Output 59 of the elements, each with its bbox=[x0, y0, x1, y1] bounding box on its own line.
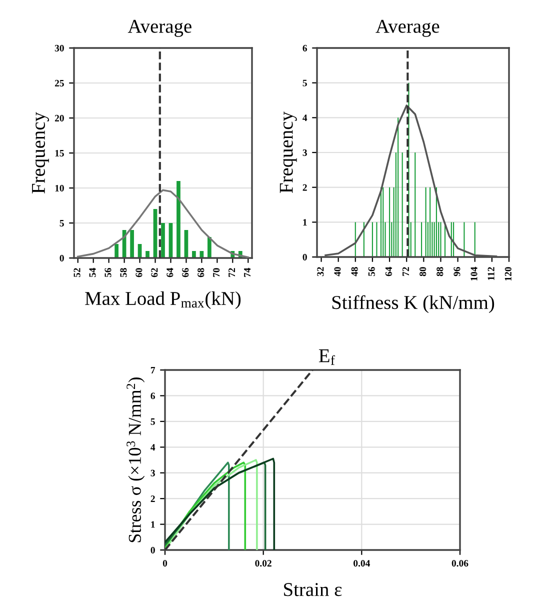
x-axis-title: Max Load P$_{max}$(kN) bbox=[85, 291, 241, 309]
y-tick-label: 3 bbox=[302, 149, 307, 156]
y-axis-title: Stress σ (×10$^{3}$ N/mm$^{2}$) bbox=[126, 378, 145, 542]
y-tick-label: 0 bbox=[60, 254, 64, 262]
y-tick-label: 3 bbox=[150, 470, 155, 476]
y-tick-label: 15 bbox=[55, 150, 64, 156]
y-tick-label: 6 bbox=[302, 44, 307, 52]
y-axis-title: Frequency bbox=[32, 112, 49, 194]
x-tick-label: 64 bbox=[166, 268, 174, 278]
x-tick-label: 64 bbox=[385, 266, 392, 276]
x-tick-label: 62 bbox=[151, 268, 158, 278]
x-tick-label: 54 bbox=[89, 268, 96, 278]
x-tick-label: 60 bbox=[136, 268, 142, 278]
ref-line-label: Average bbox=[128, 20, 192, 37]
y-tick-label: 6 bbox=[150, 392, 155, 400]
x-tick-label: 0 bbox=[162, 560, 168, 567]
y-tick-label: 5 bbox=[302, 80, 307, 86]
x-tick-label: 80 bbox=[420, 267, 426, 276]
x-tick-label: 32 bbox=[317, 267, 324, 276]
y-tick-label: 1 bbox=[303, 219, 307, 226]
y-tick-label: 0 bbox=[302, 254, 307, 260]
x-tick-label: 48 bbox=[351, 267, 358, 276]
x-tick-label: 0.04 bbox=[354, 560, 370, 567]
text: E$_{f}$ bbox=[318, 349, 335, 365]
x-tick-label: 96 bbox=[454, 267, 460, 276]
x-tick-label: 72 bbox=[402, 267, 409, 276]
x-tick-label: 112 bbox=[488, 267, 494, 280]
x-axis-title: Strain ε bbox=[284, 583, 342, 596]
x-tick-label: 70 bbox=[213, 268, 220, 277]
y-tick-label: 4 bbox=[150, 444, 156, 451]
x-tick-label: 0.02 bbox=[255, 560, 272, 567]
x-tick-label: 120 bbox=[504, 267, 512, 281]
y-axis-title: Frequency bbox=[280, 112, 297, 193]
x-tick-label: 52 bbox=[74, 268, 80, 278]
x-tick-label: 40 bbox=[334, 267, 341, 276]
x-tick-label: 0.06 bbox=[452, 560, 468, 567]
y-tick-label: 20 bbox=[54, 114, 64, 122]
x-tick-label: 88 bbox=[436, 267, 444, 276]
x-tick-label: 66 bbox=[182, 268, 189, 278]
y-tick-label: 30 bbox=[54, 44, 64, 52]
x-tick-label: 58 bbox=[120, 268, 127, 278]
x-tick-label: 72 bbox=[228, 268, 235, 277]
y-tick-label: 4 bbox=[302, 114, 308, 122]
y-tick-label: 10 bbox=[55, 184, 64, 192]
x-tick-label: 68 bbox=[198, 268, 204, 278]
x-tick-label: 56 bbox=[104, 268, 112, 278]
y-tick-label: 5 bbox=[150, 418, 155, 425]
y-tick-label: 7 bbox=[150, 367, 156, 374]
y-tick-label: 25 bbox=[54, 80, 64, 86]
y-tick-label: 0 bbox=[150, 546, 155, 554]
y-tick-label: 2 bbox=[302, 184, 307, 191]
y-tick-label: 5 bbox=[60, 220, 64, 226]
x-tick-label: 74 bbox=[244, 268, 250, 277]
x-tick-label: 56 bbox=[368, 267, 375, 276]
x-axis-title: Stiffness K (kN/mm) bbox=[332, 295, 494, 314]
y-tick-label: 2 bbox=[150, 496, 155, 502]
y-tick-label: 1 bbox=[151, 521, 155, 528]
ref-line-label: Average bbox=[376, 20, 440, 37]
x-tick-label: 104 bbox=[470, 266, 478, 281]
